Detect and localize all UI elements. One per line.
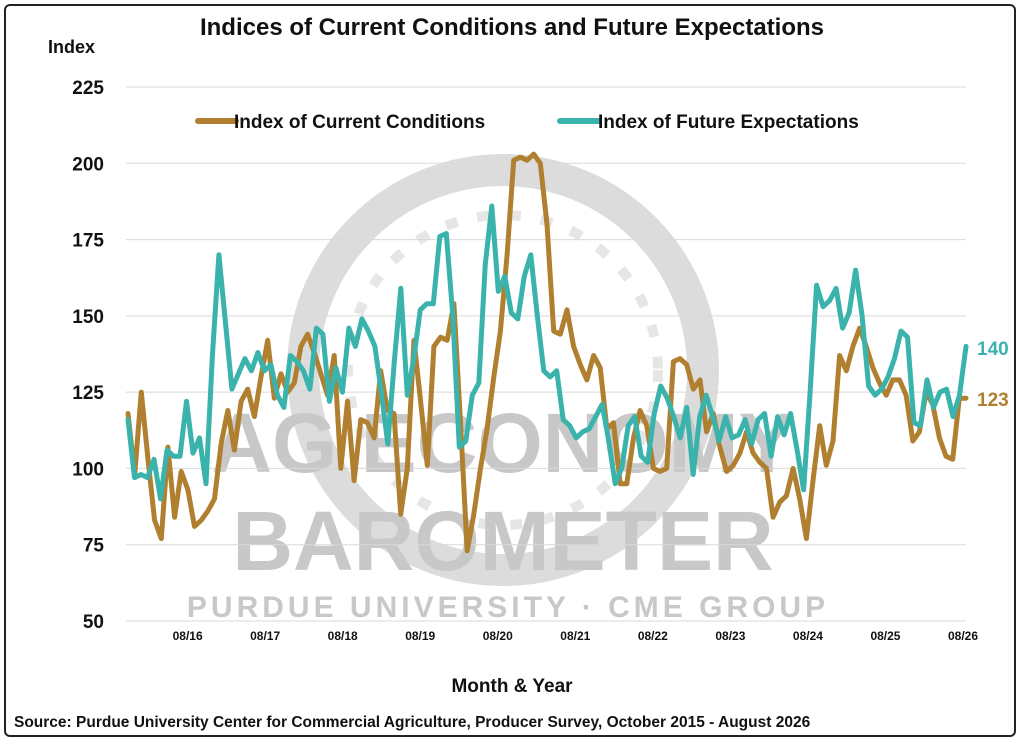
- y-tick-label: 75: [83, 536, 105, 557]
- end-value-label: 140: [977, 339, 1009, 360]
- legend: Index of Current Conditions Index of Futu…: [195, 112, 859, 133]
- y-tick-label: 225: [72, 78, 104, 99]
- x-tick-label: 08/21: [560, 629, 590, 643]
- watermark-line1: AG ECONOMY: [211, 396, 794, 490]
- watermark-line2: BAROMETER: [232, 494, 773, 588]
- x-tick-label: 08/23: [715, 629, 745, 643]
- x-tick-label: 08/18: [328, 629, 358, 643]
- chart-title: Indices of Current Conditions and Future…: [199, 14, 825, 41]
- y-tick-labels: 50 75 100 125 150 175 200 225: [72, 78, 104, 633]
- x-tick-label: 08/24: [793, 629, 823, 643]
- x-tick-label: 08/22: [638, 629, 668, 643]
- series-line-current-conditions: [125, 151, 969, 554]
- end-labels: 123 140: [977, 339, 1009, 411]
- x-tick-label: 08/26: [948, 629, 978, 643]
- x-tick-label: 08/17: [250, 629, 280, 643]
- series-lines: [125, 151, 969, 554]
- y-tick-label: 125: [72, 383, 104, 404]
- y-tick-label: 150: [72, 307, 104, 328]
- y-tick-label: 200: [72, 154, 104, 175]
- series-line-future-expectations: [125, 203, 969, 502]
- legend-label: Index of Future Expectations: [598, 112, 859, 133]
- y-axis-label: Index: [48, 37, 96, 57]
- x-tick-labels: 08/16 08/17 08/18 08/19 08/20 08/21 08/22 08/23…: [173, 629, 979, 643]
- y-tick-label: 100: [72, 459, 104, 480]
- x-tick-label: 08/25: [870, 629, 900, 643]
- y-tick-label: 175: [72, 231, 104, 252]
- x-tick-label: 08/20: [483, 629, 513, 643]
- watermark-line3: PURDUE UNIVERSITY · CME GROUP: [187, 591, 829, 624]
- y-tick-label: 50: [83, 612, 104, 633]
- legend-label: Index of Current Conditions: [234, 112, 485, 133]
- end-value-label: 123: [977, 390, 1009, 411]
- x-tick-label: 08/19: [405, 629, 435, 643]
- source-note: Source: Purdue University Center for Com…: [14, 714, 811, 731]
- x-tick-label: 08/16: [173, 629, 203, 643]
- x-axis-label: Month & Year: [451, 676, 573, 697]
